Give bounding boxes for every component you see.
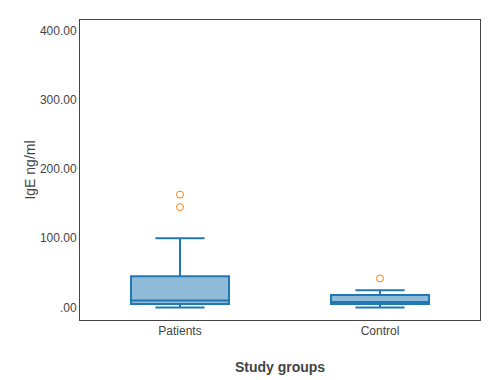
svg-text:Study groups: Study groups: [235, 359, 325, 375]
svg-text:300.00: 300.00: [40, 93, 77, 107]
svg-text:IgE ng/ml: IgE ng/ml: [22, 140, 38, 199]
svg-text:Control: Control: [361, 324, 400, 338]
svg-text:Patients: Patients: [158, 324, 201, 338]
svg-text:400.00: 400.00: [40, 24, 77, 38]
svg-text:.00: .00: [60, 301, 77, 315]
svg-text:200.00: 200.00: [40, 162, 77, 176]
svg-text:100.00: 100.00: [40, 231, 77, 245]
